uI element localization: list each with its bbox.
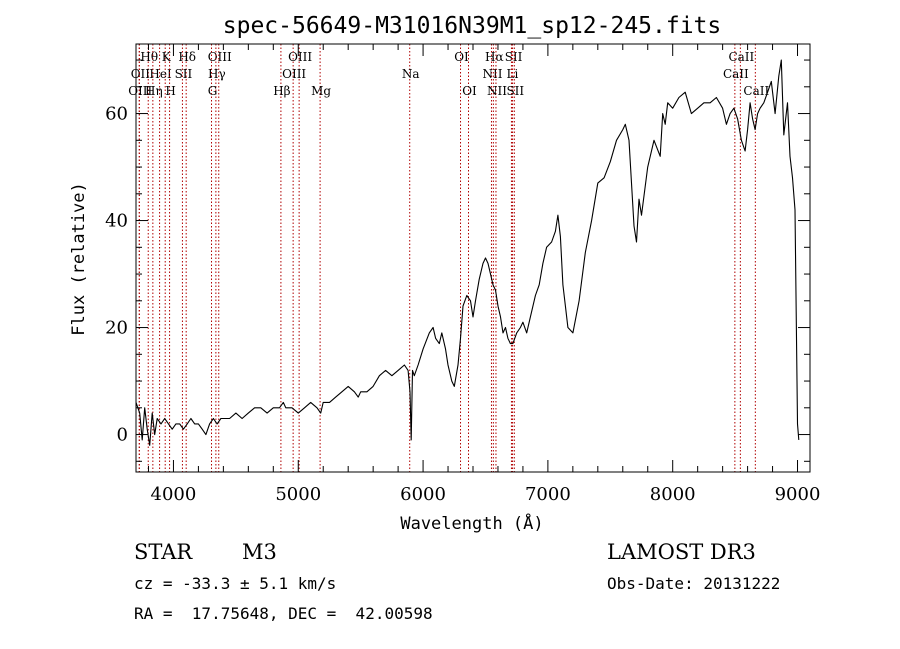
coordinates: RA = 17.75648, DEC = 42.00598 <box>134 604 433 623</box>
spectral-line-label: SII <box>505 50 523 64</box>
y-tick-label: 40 <box>105 211 128 232</box>
plot-frame <box>135 43 811 473</box>
spectral-line-label: NII <box>487 84 507 98</box>
y-tick-label: 0 <box>117 425 128 446</box>
spectral-line-label: Hθ <box>140 50 158 64</box>
obs-date: Obs-Date: 20131222 <box>607 574 781 593</box>
x-tick-label: 4000 <box>151 484 197 505</box>
x-tick-label: 5000 <box>275 484 321 505</box>
spectral-line-label: K <box>162 50 172 64</box>
spectral-line-label: OIII <box>282 67 306 81</box>
spectral-line-label: NII <box>482 67 502 81</box>
x-axis-label: Wavelength (Å) <box>400 512 543 534</box>
spectral-line-label: OI <box>454 50 469 64</box>
flux-series <box>135 59 800 446</box>
spectral-line-label: Hα <box>485 50 504 64</box>
flux-line <box>135 59 800 446</box>
spectral-line-label: CaII <box>723 67 749 81</box>
x-tick-label: 8000 <box>650 484 696 505</box>
spectral-line-label: H <box>165 84 175 98</box>
spectral-line-label: CaII <box>743 84 769 98</box>
object-class: STAR <box>134 540 193 564</box>
object-subclass: M3 <box>242 540 277 564</box>
spectral-line-label: Hβ <box>273 84 290 98</box>
survey-name: LAMOST DR3 <box>607 540 756 564</box>
spectral-line-label: Hγ <box>208 67 226 81</box>
spectral-line-label: OIII <box>128 84 152 98</box>
spectral-line-label: OIII <box>208 50 232 64</box>
chart-title: spec-56649-M31016N39M1_sp12-245.fits <box>223 13 722 39</box>
x-tick-label: 9000 <box>775 484 821 505</box>
spectral-line-label: Na <box>402 67 420 81</box>
spectral-line-label: SII <box>506 84 524 98</box>
spectral-line-label: Hδ <box>178 50 196 64</box>
spectral-line-label: Li <box>507 67 519 81</box>
spectral-line-label: G <box>208 84 218 98</box>
x-tick-label: 7000 <box>525 484 571 505</box>
redshift-readout: cz = -33.3 ± 5.1 km/s <box>134 574 337 593</box>
y-axis-label: Flux (relative) <box>69 182 89 336</box>
spectral-line-label: Hη <box>145 84 163 98</box>
spectral-line-label: CaII <box>728 50 754 64</box>
spectral-line-label: OIII <box>288 50 312 64</box>
x-tick-label: 6000 <box>400 484 446 505</box>
spectral-line-label: HeI <box>149 67 172 81</box>
axis-ticks: 4000 5000 6000 7000 8000 9000 0 20 40 60 <box>105 44 820 505</box>
y-tick-label: 20 <box>105 318 128 339</box>
spectral-line-label: SII <box>175 67 193 81</box>
spectral-line-label: OI <box>462 84 477 98</box>
spectral-line-label: OII <box>131 67 151 81</box>
y-tick-label: 60 <box>105 104 128 125</box>
spectral-line-label: Mg <box>311 84 331 98</box>
